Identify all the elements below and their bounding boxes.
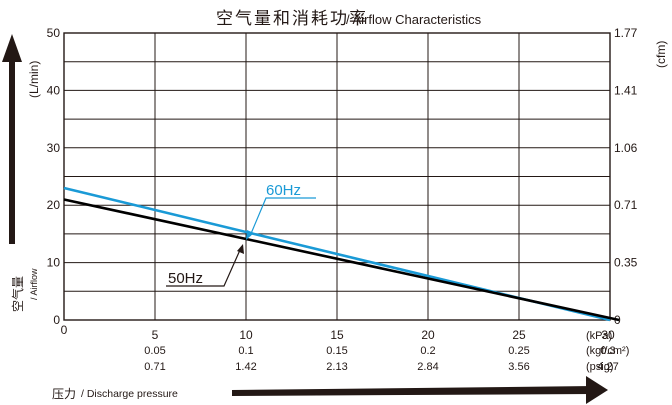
x-tick-label: 1.42: [235, 361, 256, 373]
x-tick-label: 30: [601, 328, 615, 342]
y-left-tick-label: 20: [47, 198, 61, 212]
series-60hz-label: 60Hz: [266, 182, 301, 199]
x-tick-label: 0.05: [144, 345, 165, 357]
y-axis-label-en: / Airflow: [29, 268, 39, 300]
x-tick-label: 4.27: [597, 361, 618, 373]
x-tick-label: 0.25: [508, 345, 529, 357]
y-right-tick-label: 0.35: [614, 256, 638, 270]
label-50hz: 50Hz: [166, 244, 244, 287]
x-axis-label-en: / Discharge pressure: [81, 388, 178, 400]
x-tick-label: 2.13: [326, 361, 347, 373]
x-tick-label: 5: [152, 328, 159, 342]
x-tick-label: 10: [239, 328, 253, 342]
y-axis-arrow: [2, 34, 22, 244]
y-right-unit: (cfm): [654, 41, 668, 68]
x-tick-label: 3.56: [508, 361, 529, 373]
y-left-tick-label: 40: [47, 83, 61, 97]
x-tick-label: 0.3: [600, 345, 615, 357]
series-50hz-label: 50Hz: [168, 270, 203, 287]
y-left-unit: (L/min): [27, 61, 41, 98]
x-tick-label: 2.84: [417, 361, 438, 373]
x-axis-arrow: [232, 376, 608, 404]
y-left-tick-label: 10: [47, 256, 61, 270]
x-tick-label: 25: [512, 328, 526, 342]
x-tick-label: 20: [421, 328, 435, 342]
x-tick-label: 15: [330, 328, 344, 342]
y-right-tick-label: 1.77: [614, 26, 638, 40]
y-axis-label-cn: 空气量: [10, 276, 25, 312]
series-lines: [63, 186, 620, 322]
x-tick-label: 0.15: [326, 345, 347, 357]
x-origin-label: 0: [61, 323, 68, 337]
plot-grid: [63, 32, 611, 321]
chart-subtitle: / Airflow Characteristics: [346, 12, 482, 27]
y-right-tick-label: 1.06: [614, 141, 638, 155]
x-unit-label: (kgf/cm²): [586, 345, 629, 357]
y-left-tick-label: 30: [47, 141, 61, 155]
x-unit-label: (psig): [586, 361, 614, 373]
x-tick-label: 0.71: [144, 361, 165, 373]
x-unit-label: (kPa): [586, 330, 612, 342]
series-line-50hz: [63, 198, 620, 322]
chart-title: 空气量和消耗功率: [216, 9, 368, 29]
label-60hz: 60Hz: [246, 182, 316, 240]
y-left-tick-label: 50: [47, 26, 61, 40]
plot-border: [63, 32, 611, 321]
x-tick-label: 0.2: [420, 345, 435, 357]
y-right-tick-label: 0.71: [614, 198, 638, 212]
y-right-tick-label: 1.41: [614, 83, 638, 97]
x-axis-label-cn: 压力: [52, 387, 76, 401]
y-left-tick-label: 0: [53, 313, 60, 327]
x-tick-label: 0.1: [238, 345, 253, 357]
